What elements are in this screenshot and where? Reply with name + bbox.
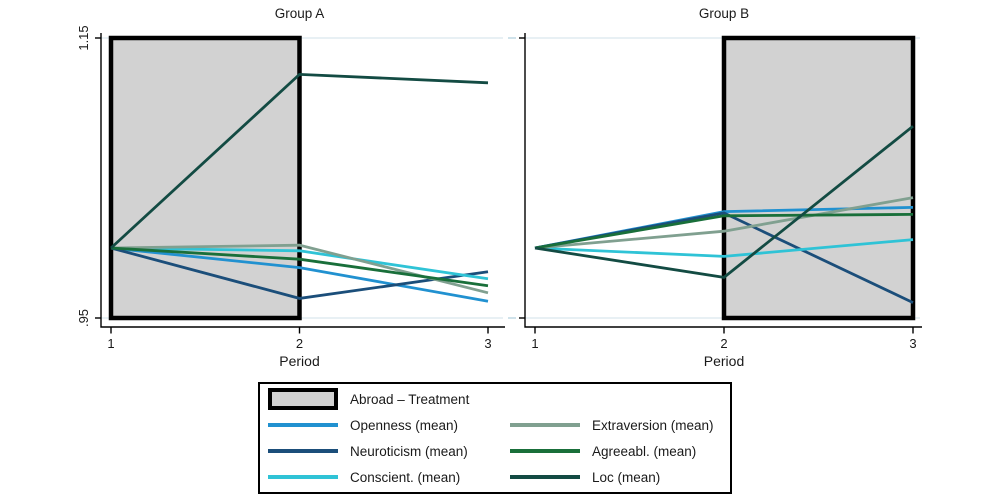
- x-axis-title: Period: [279, 353, 320, 369]
- axis: [524, 33, 922, 328]
- series-line-conscient-mean: [534, 238, 914, 258]
- legend-line-swatch: [268, 474, 338, 480]
- series-line-extraversion-mean: [534, 196, 914, 250]
- x-axis-title: Period: [703, 353, 745, 369]
- legend-label: Neuroticism (mean): [350, 443, 468, 459]
- panel-title: Group B: [698, 6, 750, 21]
- x-tick-label: 2: [720, 336, 728, 351]
- legend-line-swatch: [268, 448, 338, 454]
- panel-title: Group A: [274, 6, 325, 21]
- y-tick-label: .95: [76, 308, 91, 328]
- legend-item: Agreeabl. (mean): [510, 440, 696, 462]
- treatment-swatch: [268, 388, 338, 410]
- x-tick-label: 1: [531, 336, 539, 351]
- treatment-region: [721, 35, 916, 321]
- legend-entries: Openness (mean) Neuroticism (mean) Conscie…: [260, 384, 730, 492]
- legend-line-swatch: [510, 474, 580, 480]
- series-line-agreeabl-mean: [110, 246, 489, 288]
- x-tick-label: 3: [909, 336, 917, 351]
- series-line-conscient-mean: [110, 246, 489, 281]
- series-line-neuroticism-mean: [110, 246, 489, 300]
- plot-svg: [95, 33, 922, 334]
- y-tick-label: 1.15: [76, 25, 91, 51]
- legend-label: Openness (mean): [350, 417, 459, 433]
- legend-label: Extraversion (mean): [592, 417, 714, 433]
- series-line-agreeabl-mean: [534, 213, 914, 250]
- legend-label: Agreeabl. (mean): [592, 443, 697, 459]
- x-tick-label: 1: [107, 336, 115, 351]
- legend-item: Loc (mean): [510, 466, 660, 488]
- x-tick-label: 3: [484, 336, 492, 351]
- legend: Abroad – Treatment Openness (mean) Neurot…: [258, 382, 732, 494]
- x-tick-label: 2: [295, 336, 304, 351]
- legend-item: Openness (mean): [268, 414, 458, 436]
- legend-label: Loc (mean): [592, 469, 661, 485]
- legend-label: Conscient. (mean): [350, 469, 461, 485]
- legend-item: Extraversion (mean): [510, 414, 714, 436]
- legend-line-swatch: [268, 422, 338, 428]
- series-line-openness-mean: [110, 246, 489, 303]
- legend-item-treatment: Abroad – Treatment: [268, 388, 469, 410]
- treatment-region: [108, 35, 302, 321]
- axis: [100, 33, 505, 328]
- legend-label: Abroad – Treatment: [350, 391, 470, 407]
- legend-line-swatch: [510, 448, 580, 454]
- legend-item: Neuroticism (mean): [268, 440, 468, 462]
- legend-line-swatch: [510, 422, 580, 428]
- legend-item: Conscient. (mean): [268, 466, 460, 488]
- series-line-loc-mean: [110, 72, 489, 250]
- series-line-loc-mean: [534, 125, 914, 279]
